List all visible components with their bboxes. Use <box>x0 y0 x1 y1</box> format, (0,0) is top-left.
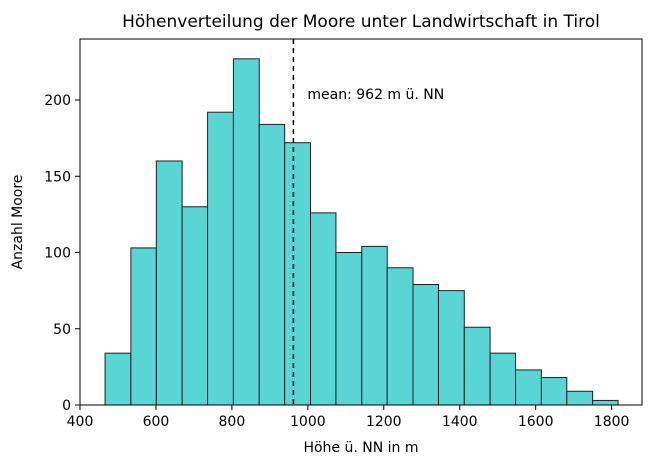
x-tick-label: 1600 <box>518 414 554 430</box>
y-tick-label: 150 <box>44 169 71 185</box>
histogram-bar <box>361 245 388 406</box>
histogram-bar <box>515 369 542 406</box>
chart-title: Höhenverteilung der Moore unter Landwirt… <box>122 12 600 32</box>
histogram-bar <box>310 212 337 406</box>
y-tick-label: 200 <box>44 93 71 109</box>
plot-frame <box>79 38 643 406</box>
histogram-bar <box>258 123 286 406</box>
histogram-bar <box>207 111 234 406</box>
histogram-bar <box>463 326 491 406</box>
histogram-bar <box>104 352 132 406</box>
histogram-bar <box>232 58 260 406</box>
histogram-bar <box>489 352 517 406</box>
x-tick-label: 1000 <box>290 414 326 430</box>
histogram-bar <box>412 284 439 406</box>
histogram-bar <box>386 267 414 406</box>
histogram-bar <box>437 290 465 406</box>
histogram-bar <box>592 399 619 406</box>
x-tick-label: 600 <box>143 414 170 430</box>
x-tick-label: 400 <box>67 414 94 430</box>
axes-layer: 400 600 800 1000 1200 1400 1600 1800 0 50 100 150 20… <box>44 38 643 430</box>
x-tick-label: 1400 <box>442 414 478 430</box>
x-tick-label: 800 <box>219 414 246 430</box>
y-axis-label: Anzahl Moore <box>10 175 26 270</box>
histogram-bar <box>155 160 183 406</box>
x-tick-label: 1800 <box>594 414 630 430</box>
y-tick-label: 0 <box>62 398 71 414</box>
histogram-bar <box>181 206 209 406</box>
y-tick-label: 100 <box>44 246 71 262</box>
x-tick-label: 1200 <box>366 414 402 430</box>
bars-layer <box>104 58 619 406</box>
mean-label: mean: 962 m ü. NN <box>307 87 444 103</box>
histogram-bar <box>540 377 568 406</box>
histogram-bar <box>130 247 157 406</box>
histogram-bar <box>335 252 363 406</box>
y-tick-label: 50 <box>53 322 71 338</box>
histogram-bar <box>284 142 311 406</box>
histogram-bar <box>566 390 594 406</box>
x-axis-label: Höhe ü. NN in m <box>303 440 418 456</box>
